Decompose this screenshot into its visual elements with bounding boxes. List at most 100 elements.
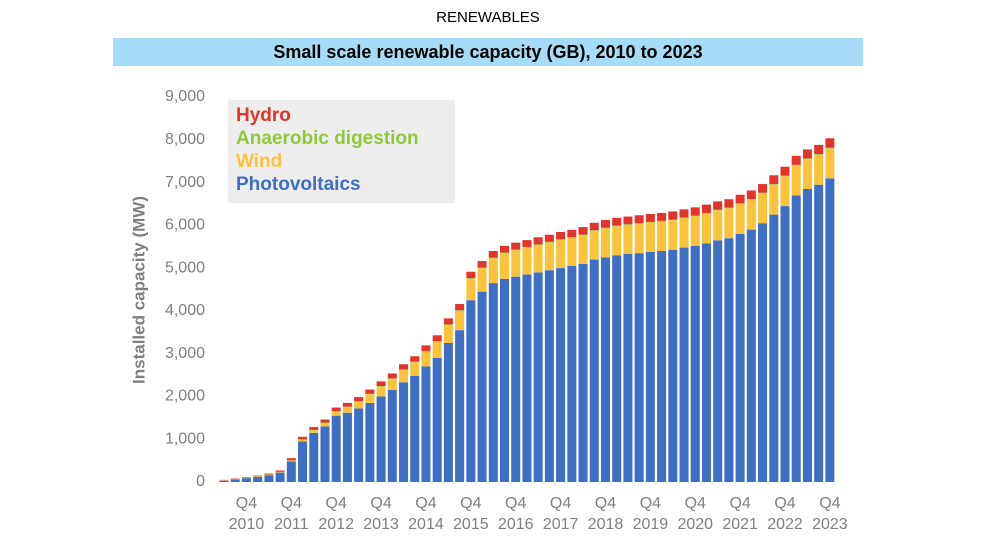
- bar-segment: [679, 209, 689, 218]
- bar-segment: [365, 394, 375, 403]
- bar-segment: [241, 478, 251, 482]
- bar-segment: [567, 237, 577, 238]
- bar-segment: [791, 155, 801, 165]
- y-tick-label: 2,000: [165, 388, 205, 405]
- bar-segment: [690, 215, 700, 217]
- bar-segment: [724, 207, 734, 209]
- bar-segment: [500, 278, 509, 482]
- bar-segment: [701, 204, 711, 213]
- bar-segment: [354, 397, 364, 402]
- bar-segment: [701, 213, 711, 244]
- bar-segment: [735, 233, 745, 482]
- y-tick-label: 3,000: [165, 345, 205, 362]
- bar-segment: [657, 251, 667, 482]
- bar-segment: [399, 369, 409, 383]
- bar-segment: [645, 221, 655, 223]
- bar-segment: [589, 259, 599, 482]
- bar-segment: [432, 357, 442, 482]
- bar-segment: [634, 223, 644, 224]
- bar-segment: [399, 382, 409, 482]
- bar-segment: [500, 253, 509, 279]
- bar-segment: [825, 147, 835, 149]
- bar-segment: [746, 199, 756, 230]
- bar-segment: [298, 441, 308, 482]
- bar-segment: [589, 230, 599, 260]
- bar-segment: [376, 396, 386, 482]
- bar-segment: [668, 220, 678, 250]
- bar-segment: [567, 265, 577, 482]
- bar-segment: [253, 476, 263, 482]
- bar-segment: [791, 195, 801, 482]
- bar-segment: [466, 278, 476, 301]
- bar-segment: [825, 138, 835, 148]
- bar-segment: [342, 402, 352, 407]
- bar-segment: [600, 257, 610, 482]
- bar-segment: [376, 381, 386, 387]
- bar-segment: [511, 276, 521, 482]
- bar-segment: [623, 224, 633, 254]
- bar-segment: [589, 222, 599, 231]
- bar-segment: [387, 378, 397, 379]
- bar-segment: [432, 341, 442, 342]
- bar-segment: [500, 245, 509, 253]
- bar-segment: [511, 249, 521, 251]
- legend-entry: Wind: [236, 151, 282, 172]
- x-tick-label: Q4 2022: [767, 495, 803, 533]
- bar-segment: [354, 401, 364, 409]
- bar-segment: [746, 199, 756, 200]
- bar-segment: [522, 247, 532, 275]
- bar-segment: [791, 164, 801, 166]
- bar-segment: [466, 300, 476, 482]
- bar-segment: [376, 386, 386, 387]
- bar-segment: [612, 225, 622, 227]
- bar-segment: [780, 206, 790, 483]
- legend-entry: Anaerobic digestion: [236, 128, 419, 149]
- bar-segment: [443, 324, 453, 326]
- bar-segment: [600, 228, 610, 258]
- bar-segment: [477, 267, 487, 269]
- bar-segment: [713, 201, 723, 210]
- bar-segment: [802, 158, 812, 160]
- bar-segment: [264, 473, 274, 475]
- y-tick-label: 0: [196, 473, 205, 490]
- bar-segment: [769, 184, 779, 215]
- bar-segment: [230, 479, 240, 482]
- bar-segment: [455, 330, 465, 482]
- bar-segment: [668, 211, 678, 220]
- bar-segment: [432, 341, 442, 358]
- bar-segment: [522, 246, 532, 248]
- bar-segment: [421, 350, 431, 352]
- bar-segment: [544, 241, 554, 243]
- x-tick-label: Q4 2010: [229, 495, 265, 533]
- y-tick-label: 9,000: [165, 88, 205, 105]
- bar-segment: [544, 234, 554, 242]
- x-tick-label: Q4 2014: [408, 495, 444, 533]
- bar-segment: [511, 242, 521, 250]
- bar-segment: [623, 224, 633, 225]
- y-tick-label: 5,000: [165, 259, 205, 276]
- bar-segment: [511, 250, 521, 277]
- bar-segment: [477, 268, 487, 292]
- bar-segment: [690, 207, 700, 216]
- bar-segment: [219, 480, 229, 482]
- bar-segment: [612, 217, 622, 226]
- bar-segment: [522, 240, 532, 247]
- bar-segment: [421, 345, 431, 351]
- y-tick-label: 4,000: [165, 302, 205, 319]
- bar-segment: [275, 470, 285, 472]
- bar-segment: [769, 184, 779, 185]
- legend-box: [228, 100, 455, 203]
- x-tick-label: Q4 2019: [633, 495, 669, 533]
- bar-segment: [645, 222, 655, 252]
- bar-segment: [724, 199, 734, 208]
- bar-segment: [735, 203, 745, 204]
- bar-segment: [309, 430, 319, 433]
- y-tick-label: 1,000: [165, 430, 205, 447]
- bar-segment: [735, 194, 745, 204]
- legend-entry: Photovoltaics: [236, 174, 361, 195]
- bar-segment: [500, 252, 509, 254]
- bar-segment: [769, 214, 779, 482]
- bar-segment: [410, 356, 420, 362]
- bar-segment: [724, 238, 734, 482]
- bar-segment: [645, 213, 655, 222]
